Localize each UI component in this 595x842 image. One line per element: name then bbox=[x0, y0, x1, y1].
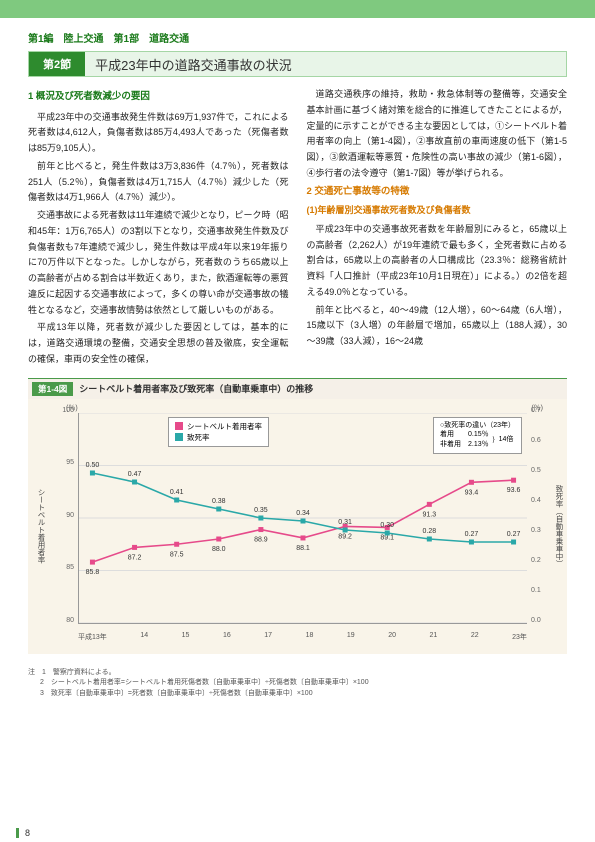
svg-text:88.1: 88.1 bbox=[296, 545, 310, 552]
y-axis-left: 10095908580 bbox=[56, 407, 74, 624]
top-green-bar bbox=[0, 0, 595, 18]
breadcrumb: 第1編 陸上交通 第1部 道路交通 bbox=[28, 30, 567, 45]
para-r3: 前年と比べると，40～49歳（12人増），60～64歳（6人増），15歳以下（3… bbox=[307, 303, 568, 350]
section-title: 平成23年中の道路交通事故の状況 bbox=[95, 55, 291, 74]
svg-text:93.6: 93.6 bbox=[507, 487, 521, 494]
svg-text:89.2: 89.2 bbox=[338, 533, 352, 540]
footnotes: 注 1 警察庁資料による。 2 シートベルト着用者率=シートベルト着用死傷者数〔… bbox=[0, 662, 595, 706]
para-l4: 平成13年以降，死者数が減少した要因としては，基本的には，道路交通環境の整備，交… bbox=[28, 320, 289, 367]
plot-region: 85.887.287.588.088.988.189.289.191.393.4… bbox=[78, 413, 527, 624]
chart-tag: 第1-4図 bbox=[32, 382, 73, 396]
subhead-features: 2 交通死亡事故等の特徴 bbox=[307, 184, 568, 201]
section-badge: 第2節 bbox=[29, 52, 85, 76]
svg-text:88.0: 88.0 bbox=[212, 546, 226, 553]
chart-lines: 85.887.287.588.088.988.189.289.191.393.4… bbox=[79, 413, 527, 623]
svg-text:0.30: 0.30 bbox=[380, 522, 394, 529]
svg-text:85.8: 85.8 bbox=[86, 569, 100, 576]
para-r2: 平成23年中の交通事故死者数を年齢層別にみると，65歳以上の高齢者（2,262人… bbox=[307, 222, 568, 301]
svg-text:93.4: 93.4 bbox=[465, 489, 479, 496]
section-header: 第2節 平成23年中の道路交通事故の状況 bbox=[28, 51, 567, 77]
svg-text:0.34: 0.34 bbox=[296, 510, 310, 517]
svg-text:0.27: 0.27 bbox=[465, 531, 479, 538]
svg-text:91.3: 91.3 bbox=[423, 511, 437, 518]
para-l1: 平成23年中の交通事故発生件数は69万1,937件で，これによる死者数は4,61… bbox=[28, 110, 289, 157]
svg-text:0.38: 0.38 bbox=[212, 498, 226, 505]
left-column: 1 概況及び死者数減少の要因 平成23年中の交通事故発生件数は69万1,937件… bbox=[28, 87, 289, 370]
chart-caption: シートベルト着用者率及び致死率（自動車乗車中）の推移 bbox=[79, 382, 313, 395]
y-right-label: 致死率（自動車乗車中） bbox=[554, 485, 565, 568]
right-column: 道路交通秩序の維持，救助・救急体制等の整備等，交通安全基本計画に基づく諸対策を総… bbox=[307, 87, 568, 370]
two-column-body: 1 概況及び死者数減少の要因 平成23年中の交通事故発生件数は69万1,937件… bbox=[28, 87, 567, 370]
para-l2: 前年と比べると，発生件数は3万3,836件（4.7％），死者数は251人（5.2… bbox=[28, 159, 289, 206]
svg-text:0.27: 0.27 bbox=[507, 531, 521, 538]
svg-text:0.47: 0.47 bbox=[128, 471, 142, 478]
footnote-2: 2 シートベルト着用者率=シートベルト着用死傷者数〔自動車乗車中〕÷死傷者数〔自… bbox=[40, 678, 567, 689]
svg-text:0.41: 0.41 bbox=[170, 489, 184, 496]
para-l3: 交通事故による死者数は11年連続で減少となり，ピーク時（昭和45年：1万6,76… bbox=[28, 208, 289, 318]
svg-text:0.35: 0.35 bbox=[254, 507, 268, 514]
chart-caption-row: 第1-4図 シートベルト着用者率及び致死率（自動車乗車中）の推移 bbox=[28, 378, 567, 399]
subhead-age: (1)年齢層別交通事故死者数及び負傷者数 bbox=[307, 203, 568, 219]
svg-text:0.50: 0.50 bbox=[86, 462, 100, 469]
chart-area: (％) (％) シートベルト着用者率 致死率（自動車乗車中） 100959085… bbox=[28, 399, 567, 654]
para-r1: 道路交通秩序の維持，救助・救急体制等の整備等，交通安全基本計画に基づく諸対策を総… bbox=[307, 87, 568, 182]
y-axis-right: 0.70.60.50.40.30.20.10.0 bbox=[531, 407, 549, 624]
svg-text:0.28: 0.28 bbox=[423, 528, 437, 535]
svg-text:87.2: 87.2 bbox=[128, 554, 142, 561]
y-left-label: シートベルト着用者率 bbox=[36, 489, 47, 564]
footnote-3: 3 致死率〔自動車乗車中〕=死者数〔自動車乗車中〕÷死傷者数〔自動車乗車中〕×1… bbox=[40, 689, 567, 700]
x-axis: 平成13年14151617181920212223年 bbox=[78, 632, 527, 642]
page-number: 8 bbox=[16, 828, 30, 838]
svg-text:88.9: 88.9 bbox=[254, 536, 268, 543]
svg-text:87.5: 87.5 bbox=[170, 551, 184, 558]
svg-text:0.31: 0.31 bbox=[338, 519, 352, 526]
page-content: 第1編 陸上交通 第1部 道路交通 第2節 平成23年中の道路交通事故の状況 1… bbox=[0, 18, 595, 662]
subhead-overview: 1 概況及び死者数減少の要因 bbox=[28, 89, 289, 106]
footnote-1: 注 1 警察庁資料による。 bbox=[28, 668, 567, 679]
